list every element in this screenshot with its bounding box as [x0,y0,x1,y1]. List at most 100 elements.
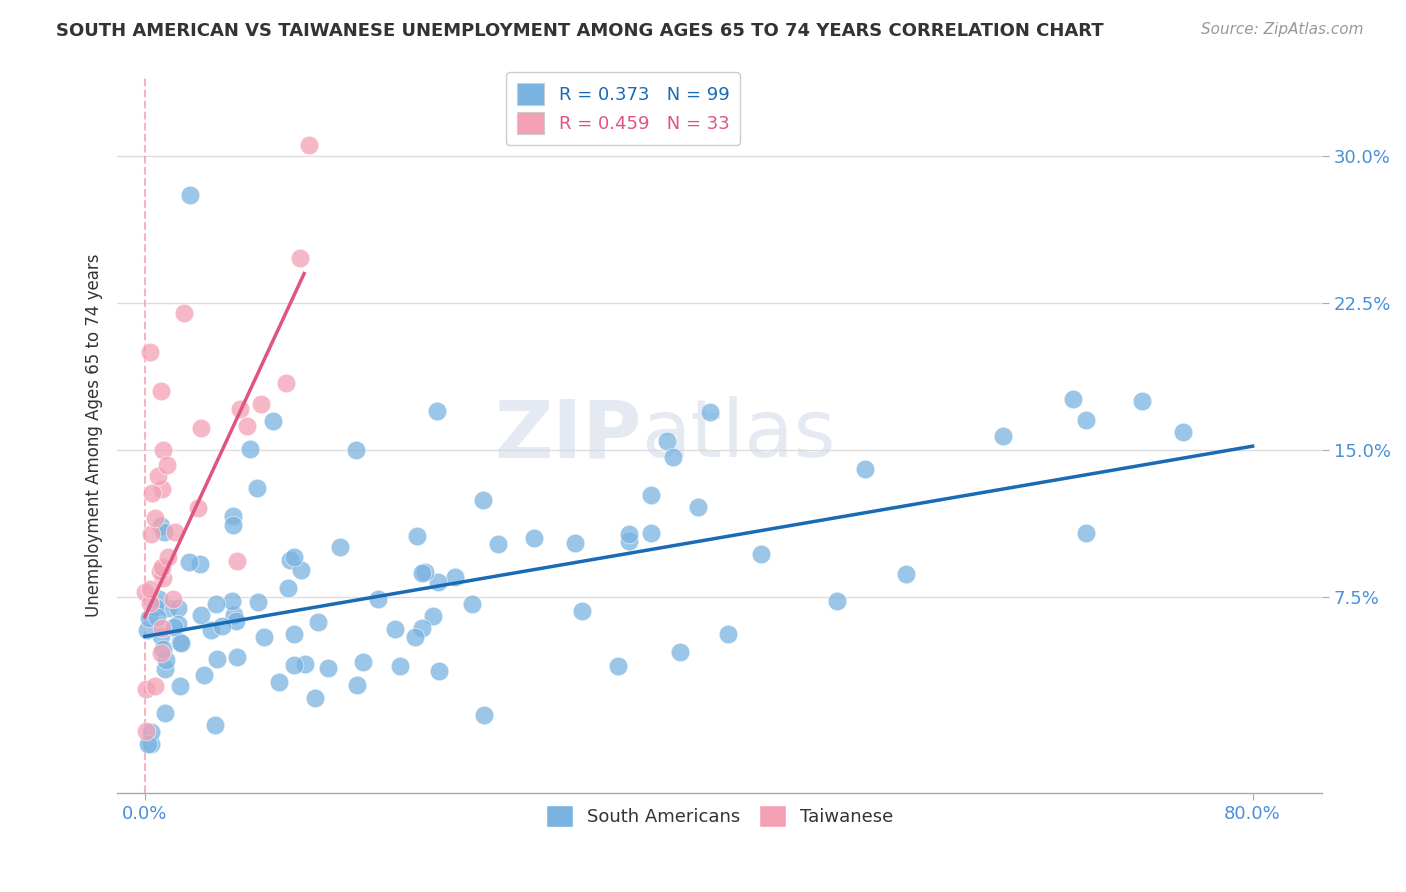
Point [152,642,174,657]
Point [896,566,918,581]
Y-axis label: Unemployment Among Ages 65 to 74 years: Unemployment Among Ages 65 to 74 years [86,253,103,617]
Point [413,565,436,579]
Point [200,624,222,638]
Point [143,600,166,615]
Point [276,376,298,391]
Point [443,570,465,584]
Point [193,667,215,681]
Point [141,486,163,500]
Point [146,469,169,483]
Point [222,508,245,523]
Point [167,601,190,615]
Point [141,725,163,739]
Point [640,525,662,540]
Text: ZIP: ZIP [494,396,641,475]
Point [277,582,299,596]
Point [329,540,352,554]
Point [136,737,159,751]
Point [262,414,284,428]
Point [188,558,211,572]
Point [179,188,201,202]
Point [221,594,243,608]
Point [134,585,156,599]
Point [153,706,176,721]
Point [138,582,160,596]
Point [150,629,173,643]
Point [152,559,174,574]
Point [278,553,301,567]
Point [422,609,444,624]
Point [352,655,374,669]
Point [236,419,259,434]
Point [283,550,305,565]
Point [1062,392,1084,407]
Point [211,619,233,633]
Point [205,651,228,665]
Point [135,623,157,637]
Point [426,404,449,418]
Point [474,708,496,723]
Point [655,434,678,449]
Point [617,534,640,549]
Point [169,634,191,648]
Point [523,531,546,545]
Point [163,620,186,634]
Legend: South Americans, Taiwanese: South Americans, Taiwanese [538,798,900,834]
Point [143,511,166,525]
Point [150,621,173,635]
Point [294,657,316,672]
Point [405,529,427,543]
Point [228,402,250,417]
Point [290,563,312,577]
Point [290,252,312,266]
Point [204,718,226,732]
Point [170,636,193,650]
Point [150,646,173,660]
Point [460,598,482,612]
Point [190,421,212,435]
Point [571,604,593,618]
Point [222,518,245,533]
Point [162,591,184,606]
Point [156,601,179,615]
Point [411,566,433,581]
Point [155,653,177,667]
Point [222,608,245,623]
Point [1076,525,1098,540]
Point [427,665,450,679]
Point [246,481,269,495]
Point [253,630,276,644]
Point [139,737,162,751]
Point [169,679,191,693]
Point [411,621,433,635]
Point [177,556,200,570]
Point [606,659,628,673]
Point [749,547,772,561]
Point [167,617,190,632]
Point [190,607,212,622]
Point [143,679,166,693]
Point [139,526,162,541]
Point [298,137,321,152]
Point [993,429,1015,443]
Point [699,405,721,419]
Point [149,565,172,579]
Point [139,345,162,359]
Point [156,458,179,472]
Point [344,443,367,458]
Text: atlas: atlas [641,396,835,475]
Point [149,384,172,399]
Point [267,674,290,689]
Point [316,661,339,675]
Point [564,536,586,550]
Point [249,396,271,410]
Point [186,501,208,516]
Point [173,306,195,320]
Point [472,493,495,508]
Point [148,591,170,606]
Point [146,609,169,624]
Point [307,615,329,629]
Point [384,622,406,636]
Point [152,443,174,458]
Point [139,596,162,610]
